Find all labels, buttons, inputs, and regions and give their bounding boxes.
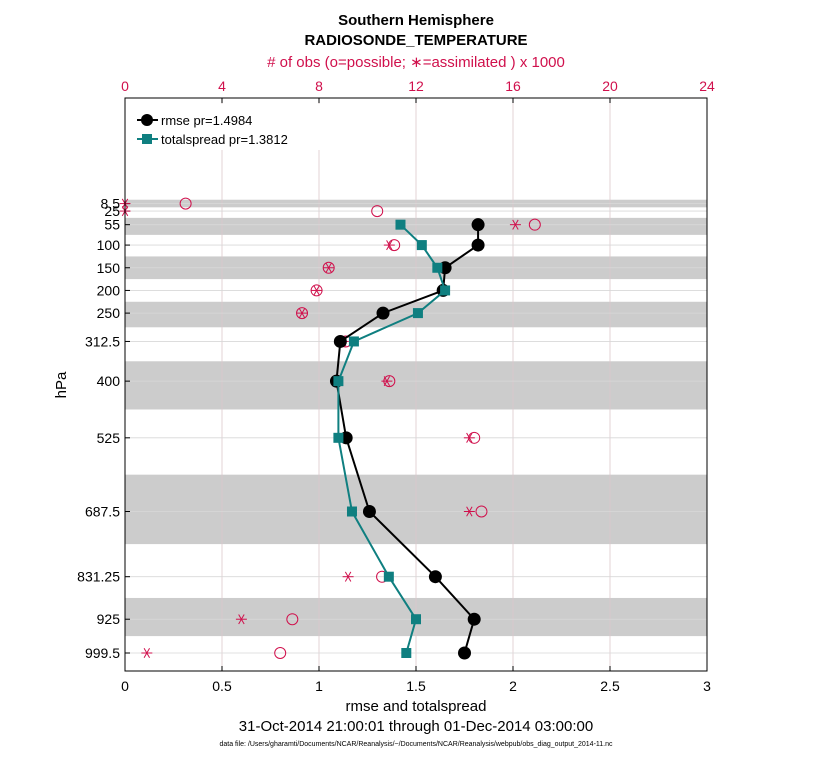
legend-totalspread-marker <box>142 134 152 144</box>
totalspread-point <box>348 336 359 347</box>
obs-assimilated-marker <box>463 432 475 443</box>
rmse-point <box>333 334 347 348</box>
date-range: 31-Oct-2014 21:00:01 through 01-Dec-2014… <box>239 718 593 735</box>
legend-rmse-label: rmse pr=1.4984 <box>161 113 252 128</box>
obs-possible-marker <box>179 197 192 210</box>
y-tick-label: 150 <box>97 260 121 276</box>
totalspread-point <box>401 648 412 658</box>
chart-title: Southern Hemisphere <box>338 12 494 29</box>
legend-rmse-marker <box>141 114 153 126</box>
totalspread-point <box>411 614 421 625</box>
x-axis-label: rmse and totalspread <box>346 698 487 715</box>
rmse-point <box>471 218 485 232</box>
x-tick-label: 0 <box>121 678 129 694</box>
obs-assimilated-marker <box>311 285 323 296</box>
legend-totalspread-label: totalspread pr=1.3812 <box>161 132 288 147</box>
totalspread-point <box>383 571 394 582</box>
rmse-point <box>471 238 485 252</box>
top-tick-label: 12 <box>408 78 424 94</box>
y-tick-label: 525 <box>97 430 121 446</box>
data-file-footnote: data file: /Users/gharamti/Documents/NCA… <box>219 741 613 748</box>
rmse-point <box>428 570 442 584</box>
obs-assimilated-marker <box>141 647 153 659</box>
top-tick-label: 16 <box>505 78 521 94</box>
x-tick-label: 1 <box>315 678 323 694</box>
y-tick-label: 250 <box>97 305 121 321</box>
series-line-totalspread <box>337 223 447 654</box>
y-tick-label: 100 <box>97 237 121 253</box>
obs-assimilated-marker <box>323 262 335 273</box>
obs-assimilated-marker <box>381 376 393 387</box>
x-tick-label: 1.5 <box>406 678 426 694</box>
grid-lines <box>125 98 707 671</box>
totalspread-point <box>412 308 423 319</box>
y-tick-label: 55 <box>104 217 120 233</box>
top-tick-label: 0 <box>121 78 129 94</box>
y-tick-label: 687.5 <box>85 504 120 520</box>
x-tick-label: 2 <box>509 678 517 694</box>
obs-assimilated-marker <box>383 240 395 251</box>
y-axis-label: hPa <box>53 371 70 398</box>
x-tick-label: 3 <box>703 678 711 694</box>
y-tick-label: 831.25 <box>77 569 120 585</box>
y-tick-label: 999.5 <box>85 645 120 661</box>
obs-possible-marker <box>371 205 384 218</box>
chart-subtitle: RADIOSONDE_TEMPERATURE <box>304 32 527 49</box>
totalspread-point <box>346 506 357 517</box>
obs-assimilated-marker <box>235 614 247 625</box>
rmse-point <box>376 306 390 320</box>
totalspread-point <box>440 285 451 296</box>
y-tick-label: 312.5 <box>85 333 120 349</box>
top-axis-label: # of obs (o=possible; ∗=assimilated ) x … <box>267 54 565 71</box>
rmse-point <box>362 505 376 519</box>
obs-possible-marker <box>286 613 299 626</box>
obs-assimilated-marker <box>296 308 308 319</box>
totalspread-point <box>333 376 344 387</box>
rmse-point <box>458 646 471 660</box>
rmse-point <box>467 612 481 626</box>
x-tick-label: 0.5 <box>212 678 232 694</box>
y-tick-label: 400 <box>97 373 121 389</box>
top-tick-label: 24 <box>699 78 715 94</box>
obs-assimilated-marker <box>342 571 354 582</box>
x-tick-label: 2.5 <box>600 678 620 694</box>
series-lines <box>329 218 485 660</box>
top-tick-label: 20 <box>602 78 618 94</box>
totalspread-point <box>416 240 427 251</box>
totalspread-point <box>333 432 344 443</box>
obs-assimilated-marker <box>509 219 521 230</box>
y-tick-label: 8.5 <box>101 196 121 212</box>
series-line-rmse <box>335 224 480 654</box>
y-tick-label: 200 <box>97 282 121 298</box>
totalspread-point <box>395 219 406 230</box>
plot-frame <box>124 97 708 672</box>
y-tick-label: 925 <box>97 611 121 627</box>
totalspread-point <box>432 262 443 273</box>
obs-possible-marker <box>528 218 541 231</box>
legend: rmse pr=1.4984 totalspread pr=1.3812 <box>132 104 328 150</box>
top-tick-label: 4 <box>218 78 226 94</box>
obs-possible-marker <box>475 505 488 518</box>
obs-possible-marker <box>274 647 287 659</box>
top-tick-label: 8 <box>315 78 323 94</box>
legend-box <box>132 104 328 150</box>
obs-assimilated-marker <box>463 506 475 517</box>
y-tick-label: 25 <box>104 203 120 219</box>
